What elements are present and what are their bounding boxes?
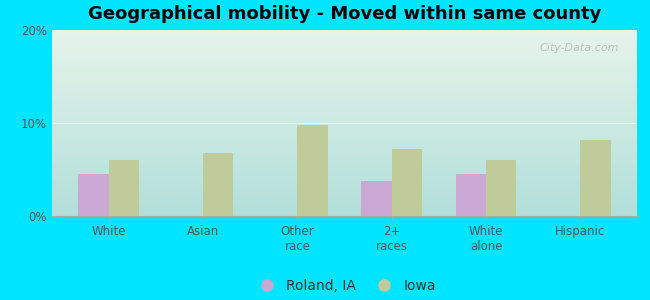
Bar — [361, 181, 392, 216]
Title: Geographical mobility - Moved within same county: Geographical mobility - Moved within sam… — [88, 5, 601, 23]
Bar — [456, 174, 486, 216]
Bar — [392, 149, 422, 216]
Legend: Roland, IA, Iowa: Roland, IA, Iowa — [248, 273, 441, 298]
Bar — [79, 174, 109, 216]
Bar — [109, 160, 139, 216]
Bar — [580, 140, 610, 216]
Bar — [203, 153, 233, 216]
Text: City-Data.com: City-Data.com — [540, 43, 619, 53]
Bar — [486, 160, 516, 216]
Bar — [297, 125, 328, 216]
